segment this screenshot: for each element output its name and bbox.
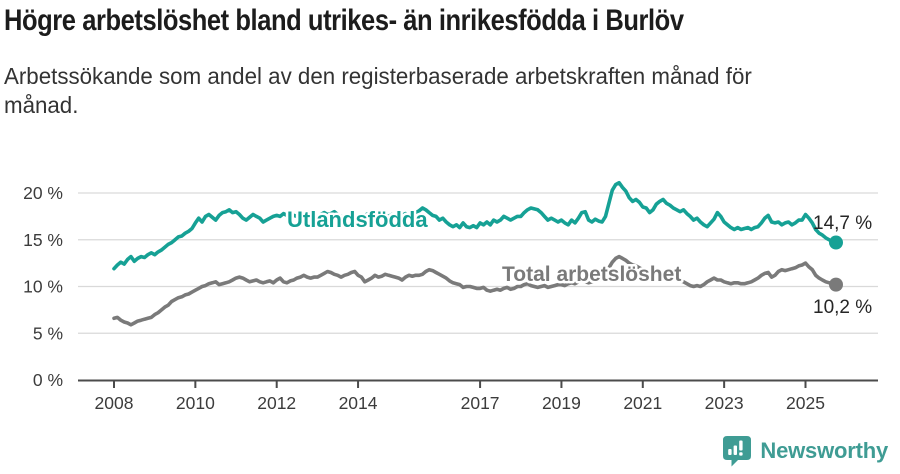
subtitle-line-2: månad. [4, 92, 79, 118]
series-end-dot-total [829, 277, 843, 292]
series-end-dot-utlandsfodda [829, 235, 843, 250]
chart-subtitle: Arbetssökande som andel av den registerb… [4, 62, 752, 120]
y-tick-label-20: 20 % [23, 183, 63, 203]
x-tick-label-2025: 2025 [786, 393, 825, 413]
y-tick-label-10: 10 % [23, 277, 63, 297]
series-label-utlandsfodda: Utlandsfödda [287, 207, 428, 232]
chart-title: Högre arbetslöshet bland utrikes- än inr… [4, 4, 684, 37]
subtitle-line-1: Arbetssökande som andel av den registerb… [4, 63, 752, 89]
newsworthy-brand-text: Newsworthy [760, 438, 888, 463]
x-tick-label-2012: 2012 [257, 393, 296, 413]
x-tick-label-2008: 2008 [95, 393, 134, 413]
x-tick-label-2021: 2021 [623, 393, 662, 413]
x-tick-label-2010: 2010 [176, 393, 215, 413]
x-tick-label-2017: 2017 [461, 393, 500, 413]
y-tick-label-15: 15 % [23, 230, 63, 250]
y-tick-label-5: 5 % [33, 323, 63, 343]
x-tick-label-2014: 2014 [339, 393, 378, 413]
series-label-total: Total arbetslöshet [502, 263, 681, 286]
series-line-total [112, 254, 838, 327]
y-tick-label-0: 0 % [33, 370, 63, 390]
series-value-label-total: 10,2 % [813, 297, 872, 318]
series-value-label-utlandsfodda: 14,7 % [813, 213, 872, 234]
x-tick-label-2023: 2023 [705, 393, 744, 413]
series-line-utlandsfodda [112, 180, 838, 271]
newsworthy-icon [723, 436, 752, 467]
x-tick-label-2019: 2019 [542, 393, 581, 413]
newsworthy-logo[interactable]: Newsworthy [722, 435, 888, 467]
